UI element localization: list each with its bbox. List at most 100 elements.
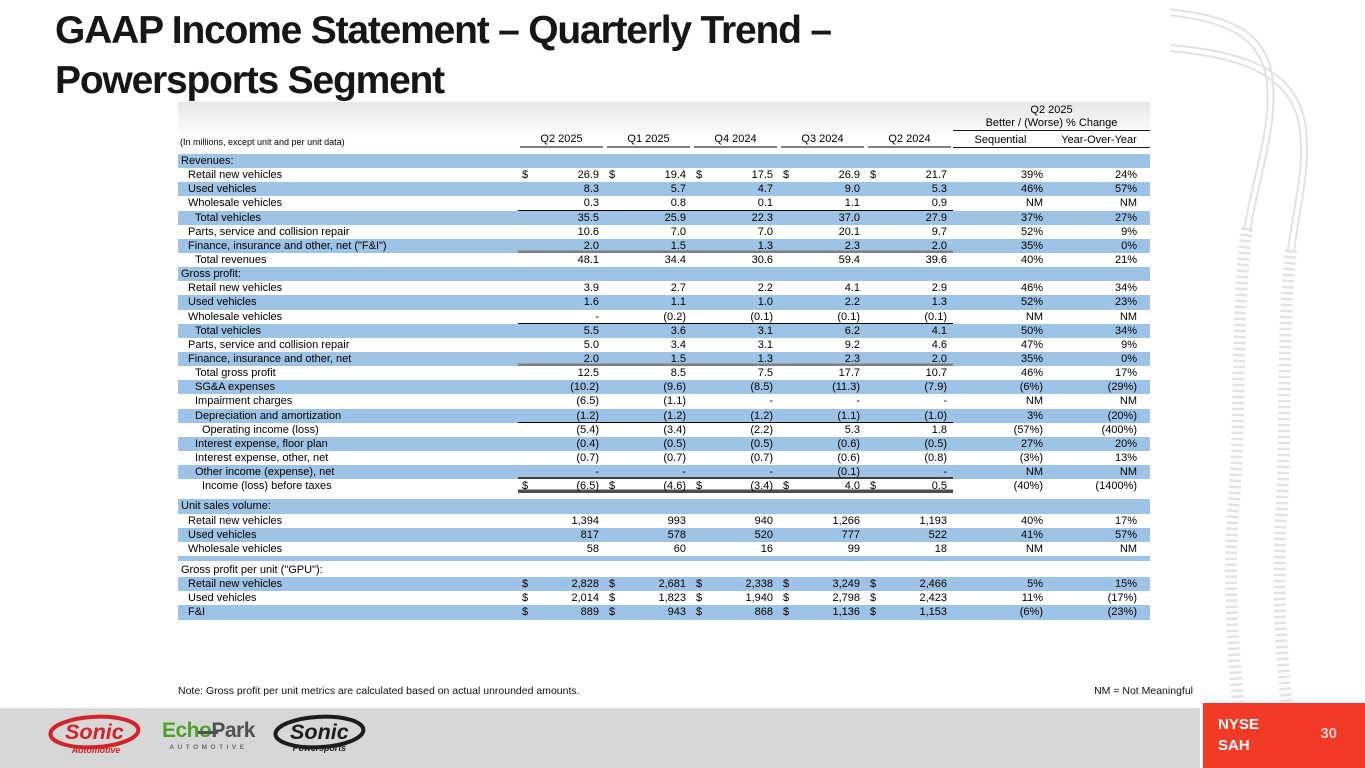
cell-value: 2.9 <box>931 282 947 295</box>
row-label: Total revenues <box>195 253 267 266</box>
sonic-powersports-logo: Sonic Powersports <box>273 714 366 753</box>
value-cell-q4-2024 <box>692 499 779 513</box>
cell-value <box>870 154 947 168</box>
value-cell-q2-2024: $2,423 <box>866 591 953 605</box>
value-cell-q4-2024: 2.2 <box>692 281 779 295</box>
cell-value: (3.4) <box>750 480 773 493</box>
sequential-change-cell: (57%) <box>1013 423 1043 436</box>
value-cell-q1-2025: (0.5) <box>605 437 692 451</box>
cell-value: 27.9 <box>925 211 947 224</box>
value-cell-q1-2025: (3.4) <box>605 423 692 437</box>
value-cell-q4-2024: 3.1 <box>692 338 779 352</box>
sequential-change-cell: 46% <box>1020 282 1043 295</box>
cell-value: 99 <box>847 542 860 555</box>
value-cell-q2-2024: (0.8) <box>866 451 953 465</box>
value-cell-q2-2024: - <box>866 465 953 479</box>
dollar-sign: $ <box>696 169 703 182</box>
dollar-sign: $ <box>783 592 790 605</box>
cell-value: 16 <box>760 542 773 555</box>
cell-value: 1.3 <box>757 239 773 252</box>
value-cell-q1-2025: 7.0 <box>605 225 692 239</box>
value-cell-q3-2024: $1,136 <box>779 605 866 619</box>
cell-value: 943 <box>667 606 686 619</box>
value-cell-q4-2024: (0.7) <box>692 451 779 465</box>
cell-value: 1.8 <box>931 423 947 436</box>
sequential-change-cell: NM <box>1025 542 1043 555</box>
cell-value: 777 <box>841 528 860 541</box>
cell-value: (10.2) <box>570 381 599 394</box>
year-over-year-change-cell <box>1048 267 1150 281</box>
value-cell-q2-2025: 5.5 <box>518 324 605 338</box>
cell-value: 58 <box>586 542 599 555</box>
value-cell-q4-2024: (0.1) <box>692 310 779 324</box>
change-header-row-1: Q2 2025 <box>178 104 1150 117</box>
sequential-change-cell: 37% <box>1020 211 1043 224</box>
col-header-q2-2025: Q2 2025 <box>520 132 603 148</box>
cell-value <box>696 563 773 577</box>
year-over-year-change-cell: (1400%) <box>1095 480 1137 493</box>
value-cell-q1-2025: 3.6 <box>605 324 692 338</box>
value-cell-q4-2024: 7.5 <box>692 366 779 380</box>
table-row: Used vehicles $2,014 $1,823 $1,940 $2,79… <box>178 591 1150 605</box>
dollar-sign: $ <box>870 606 877 619</box>
sequential-change-cell: 47% <box>1020 338 1043 351</box>
value-cell-q2-2025: 10.6 <box>518 225 605 239</box>
cell-value: 9.0 <box>844 183 860 196</box>
sequential-change-cell: 46% <box>1020 183 1043 196</box>
row-label: Wholesale vehicles <box>188 542 283 555</box>
value-cell-q2-2025: - <box>518 310 605 324</box>
row-label: Retail new vehicles <box>188 169 283 182</box>
cell-value: (0.7) <box>576 451 599 464</box>
value-cell-q2-2024: 1.8 <box>866 423 953 437</box>
sonic-powersports-wordmark: Sonic <box>290 719 349 744</box>
value-cell-q2-2025 <box>518 563 605 577</box>
table-row: Gross profit: <box>178 267 1150 282</box>
dollar-sign: $ <box>609 606 616 619</box>
sonic-powersports-sub: Powersports <box>293 743 346 753</box>
row-label: Revenues: <box>181 155 234 167</box>
ticker-exchange: NYSE <box>1218 716 1259 733</box>
value-cell-q3-2024: 17.7 <box>779 366 866 380</box>
value-cell-q2-2025: 3.9 <box>518 281 605 295</box>
value-cell-q3-2024: (0.1) <box>779 465 866 479</box>
cell-value: 5.7 <box>670 183 686 196</box>
cell-value: 2.0 <box>583 239 599 252</box>
year-over-year-change-cell: 57% <box>1114 528 1137 541</box>
cell-value: 21.7 <box>925 169 947 182</box>
value-cell-q2-2024: 9.7 <box>866 225 953 239</box>
value-cell-q1-2025 <box>605 267 692 281</box>
cell-value: - <box>769 395 773 408</box>
change-header-label: Better / (Worse) % Change <box>953 117 1150 131</box>
value-cell-q3-2024: (1.1) <box>779 409 866 423</box>
row-label: Retail new vehicles <box>188 578 283 591</box>
table-row: Wholesale vehicles 0.3 0.8 0.1 1.1 0.9 N… <box>178 196 1150 210</box>
value-cell-q2-2024: 2.9 <box>866 281 953 295</box>
value-cell-q1-2025: (0.7) <box>605 451 692 465</box>
value-cell-q1-2025 <box>605 154 692 168</box>
value-cell-q1-2025: 578 <box>605 528 692 542</box>
value-cell-q1-2025: $2,681 <box>605 577 692 591</box>
cell-value: 1.3 <box>931 296 947 309</box>
sequential-change-cell: 41% <box>1020 528 1043 541</box>
value-cell-q3-2024: 1,266 <box>779 514 866 528</box>
cell-value: 1.1 <box>844 197 860 210</box>
cell-value: (1.1) <box>663 395 686 408</box>
cell-value: 5.5 <box>583 324 599 337</box>
dollar-sign: $ <box>783 480 790 493</box>
cell-value: (1.1) <box>837 409 860 422</box>
cell-value <box>696 154 773 168</box>
sequential-change-cell: 3% <box>1027 409 1043 422</box>
dollar-sign: $ <box>609 578 616 591</box>
cell-value: 26.9 <box>838 169 860 182</box>
value-cell-q3-2024: (0.1) <box>779 310 866 324</box>
sequential-change-cell: 39% <box>1020 169 1043 182</box>
cell-value: 18 <box>934 542 947 555</box>
dollar-sign: $ <box>522 578 529 591</box>
dollar-sign: $ <box>522 169 529 182</box>
cell-value: (6.5) <box>576 480 599 493</box>
value-cell-q2-2025: 5.0 <box>518 338 605 352</box>
cell-value: 2.2 <box>757 282 773 295</box>
dollar-sign: $ <box>696 578 703 591</box>
change-header-row-2: Better / (Worse) % Change <box>178 117 1150 131</box>
sonic-automotive-wordmark: Sonic <box>65 719 124 744</box>
